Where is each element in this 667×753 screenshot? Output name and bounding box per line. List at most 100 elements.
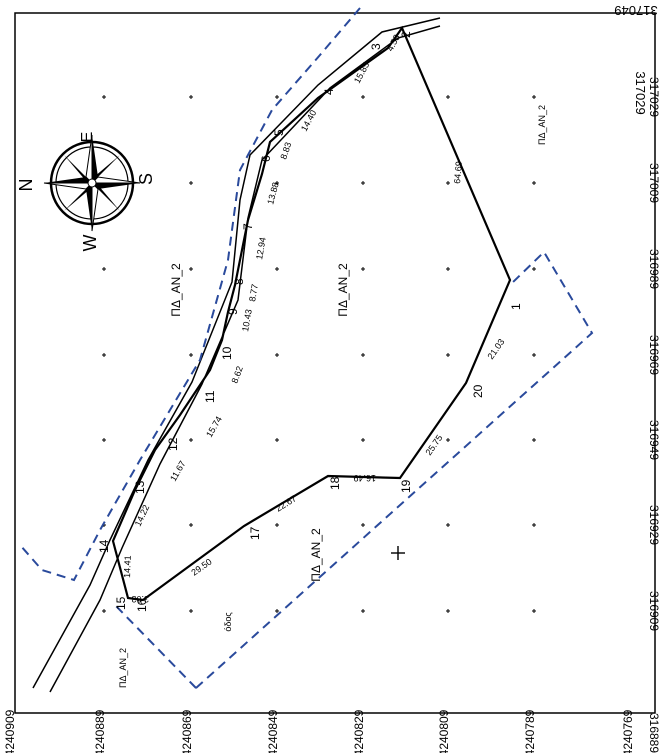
grid-mark [275, 267, 279, 271]
vertex-14: 14 [97, 539, 111, 553]
segment-len-15-16: 3.03 [131, 594, 149, 604]
right-coord-316909: 316909 [647, 591, 661, 631]
grid-mark [532, 181, 536, 185]
segment-len-10-11: 8.62 [229, 365, 244, 385]
vertex-4: 4 [322, 88, 336, 95]
segment-len-14-15: 14.41 [122, 555, 133, 578]
vertex-2: 2 [399, 31, 413, 38]
grid-mark [189, 353, 193, 357]
vertex-3: 3 [369, 43, 383, 50]
segment-len-18-19: 16.49 [353, 473, 376, 483]
zone-label-right: ΠΔ_ΑΝ_2 [537, 105, 547, 145]
vertex-7: 7 [241, 223, 255, 230]
vertex-17: 17 [248, 526, 262, 540]
grid-mark [532, 609, 536, 613]
zone-boundary-line [19, 7, 361, 582]
grid-mark [275, 438, 279, 442]
bottom-coord-4240849: 4240849 [266, 709, 280, 753]
segment-len-8-9: 8.77 [247, 283, 260, 302]
vertex-15: 15 [114, 596, 128, 610]
grid-mark [102, 609, 106, 613]
vertex-12: 12 [166, 437, 180, 451]
segment-len-20-1: 21.03 [485, 337, 506, 361]
grid-mark [532, 523, 536, 527]
vertex-8: 8 [232, 278, 246, 285]
zone-labels: ΠΔ_ΑΝ_2 ΠΔ_ΑΝ_2 ΠΔ_ΑΝ_2 ΠΔ_ΑΝ_2 ΠΔ_ΑΝ_2 [118, 105, 547, 688]
compass-star-icon [43, 134, 141, 232]
bottom-coord-4240869: 4240869 [180, 709, 194, 753]
parcel-polygon [111, 25, 512, 602]
grid-mark [446, 267, 450, 271]
bottom-coordinate-labels: 4240909 4240889 4240869 4240849 4240829 … [3, 709, 635, 753]
right-coord-316969: 316969 [647, 335, 661, 375]
road-edge-outer [32, 17, 441, 689]
map-frame [14, 12, 656, 714]
bottom-coord-4240789: 4240789 [523, 709, 537, 753]
right-coord-316889: 316889 [647, 713, 661, 753]
compass-north: N [16, 179, 36, 192]
grid-mark [189, 609, 193, 613]
grid-mark [189, 438, 193, 442]
grid-mark [102, 353, 106, 357]
vertex-5: 5 [272, 129, 286, 136]
vertex-20: 20 [471, 384, 485, 398]
bottom-coord-4240889: 4240889 [93, 709, 107, 753]
grid-mark [446, 438, 450, 442]
right-coord-316989: 316989 [647, 249, 661, 289]
zone-boundary [19, 7, 594, 689]
vertex-11: 11 [203, 390, 217, 403]
grid-mark [446, 181, 450, 185]
bottom-coord-4240829: 4240829 [352, 709, 366, 753]
grid-mark [532, 95, 536, 99]
segment-len-12-13: 11.67 [168, 459, 188, 483]
vertex-19: 19 [399, 479, 413, 493]
grid-mark [446, 353, 450, 357]
compass-rose-icon: N E S W [16, 132, 156, 252]
grid-mark [189, 267, 193, 271]
centroid-cross-icon [391, 546, 405, 560]
grid-mark [446, 95, 450, 99]
right-coord-316949: 316949 [647, 420, 661, 460]
vertex-6: 6 [259, 155, 273, 162]
grid-mark [532, 353, 536, 357]
segment-len-7-8: 12.94 [254, 236, 268, 260]
grid-mark [361, 438, 365, 442]
compass-west: W [80, 235, 100, 252]
compass-east: E [79, 132, 96, 143]
vertex-16: 16 [135, 598, 149, 612]
grid-mark [275, 181, 279, 185]
grid-mark [446, 609, 450, 613]
segment-len-13-14: 14.22 [133, 503, 152, 528]
grid-mark [361, 523, 365, 527]
vertex-1: 1 [509, 303, 523, 310]
segment-len-5-6: 8.83 [278, 141, 293, 161]
grid-mark [532, 267, 536, 271]
bottom-coord-4240769: 4240769 [621, 709, 635, 753]
zone-label-center: ΠΔ_ΑΝ_2 [336, 263, 350, 317]
grid-mark [361, 95, 365, 99]
grid-mark [275, 523, 279, 527]
segment-len-6-7: 13.88 [265, 181, 280, 205]
road [32, 17, 441, 693]
segment-len-16-17: 29.50 [189, 557, 213, 578]
road-label: όδος [223, 612, 233, 632]
vertex-10: 10 [220, 346, 234, 360]
bottom-coord-4240909: 4240909 [3, 709, 17, 753]
top-coord-2: 317029 [633, 71, 648, 114]
grid-mark [361, 181, 365, 185]
vertex-13: 13 [133, 480, 147, 494]
right-coordinate-labels: 317029 317009 316989 316969 316949 31692… [647, 77, 661, 753]
top-coord-1: 317049 [614, 3, 657, 18]
right-coord-316929: 316929 [647, 505, 661, 545]
vertex-18: 18 [328, 476, 342, 490]
grid-mark [189, 181, 193, 185]
segment-len-17-18: 22.67 [274, 493, 298, 513]
segment-len-19-20: 25.75 [423, 433, 444, 457]
grid-mark [275, 353, 279, 357]
right-coord-317009: 317009 [647, 163, 661, 203]
grid-mark [361, 267, 365, 271]
road-edge-inner [49, 25, 441, 693]
grid-mark [275, 609, 279, 613]
zone-boundary-south [114, 250, 594, 689]
